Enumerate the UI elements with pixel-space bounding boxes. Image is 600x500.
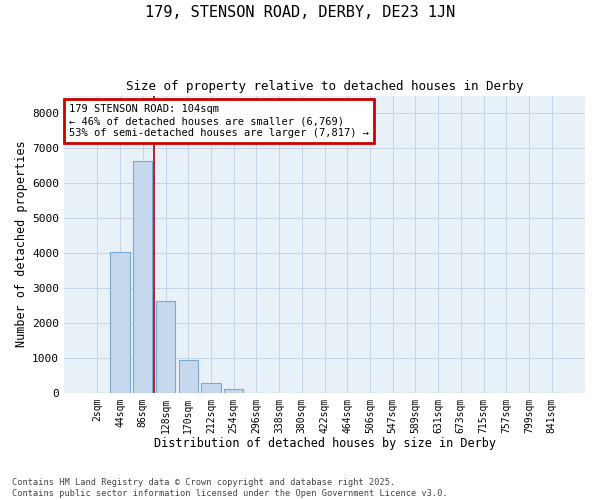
- Y-axis label: Number of detached properties: Number of detached properties: [15, 141, 28, 348]
- Bar: [179, 360, 198, 392]
- X-axis label: Distribution of detached houses by size in Derby: Distribution of detached houses by size …: [154, 437, 496, 450]
- Text: 179, STENSON ROAD, DERBY, DE23 1JN: 179, STENSON ROAD, DERBY, DE23 1JN: [145, 5, 455, 20]
- Text: 179 STENSON ROAD: 104sqm
← 46% of detached houses are smaller (6,769)
53% of sem: 179 STENSON ROAD: 104sqm ← 46% of detach…: [69, 104, 369, 138]
- Bar: [156, 301, 175, 392]
- Bar: [201, 384, 221, 392]
- Bar: [110, 252, 130, 392]
- Title: Size of property relative to detached houses in Derby: Size of property relative to detached ho…: [126, 80, 523, 93]
- Bar: [224, 389, 244, 392]
- Bar: [133, 162, 152, 392]
- Text: Contains HM Land Registry data © Crown copyright and database right 2025.
Contai: Contains HM Land Registry data © Crown c…: [12, 478, 448, 498]
